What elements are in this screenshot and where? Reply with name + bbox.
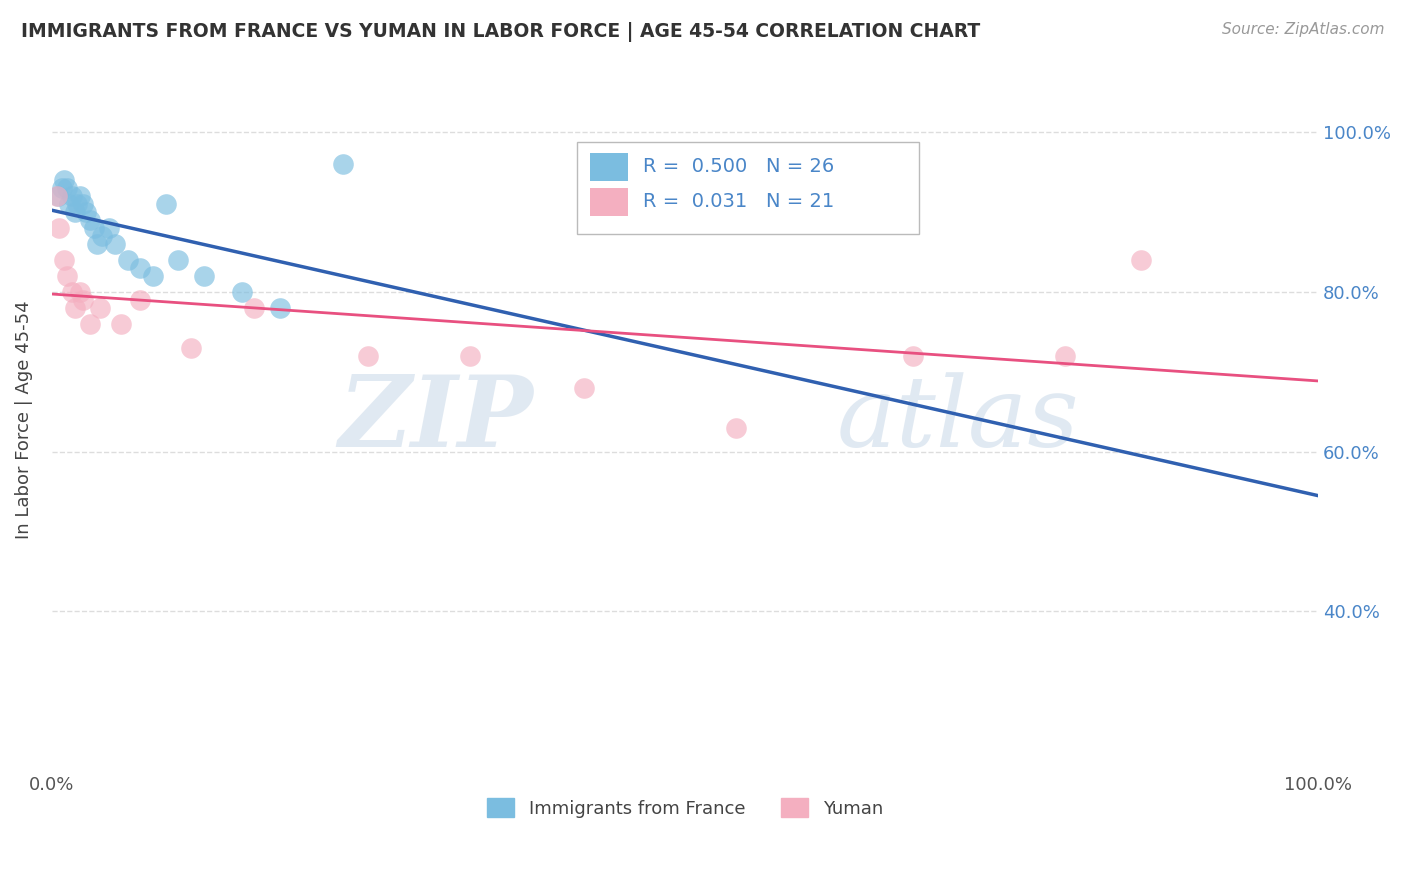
Point	[458, 349, 481, 363]
Point	[104, 237, 127, 252]
Point	[142, 268, 165, 283]
Point	[901, 349, 924, 363]
Point	[60, 285, 83, 299]
Point	[1129, 253, 1152, 268]
Point	[48, 221, 70, 235]
Point	[72, 293, 94, 307]
Point	[56, 268, 79, 283]
Point	[332, 157, 354, 171]
Point	[91, 229, 114, 244]
Point	[357, 349, 380, 363]
Point	[46, 189, 69, 203]
Point	[58, 197, 80, 211]
Point	[89, 301, 111, 315]
Point	[51, 181, 73, 195]
Point	[83, 221, 105, 235]
Point	[193, 268, 215, 283]
Point	[63, 205, 86, 219]
Point	[1053, 349, 1076, 363]
FancyBboxPatch shape	[591, 188, 628, 216]
Text: ZIP: ZIP	[337, 371, 533, 468]
Point	[243, 301, 266, 315]
Text: Source: ZipAtlas.com: Source: ZipAtlas.com	[1222, 22, 1385, 37]
Point	[86, 237, 108, 252]
Point	[129, 293, 152, 307]
Point	[53, 253, 76, 268]
Point	[155, 197, 177, 211]
Point	[56, 181, 79, 195]
FancyBboxPatch shape	[591, 153, 628, 181]
Point	[75, 205, 97, 219]
Point	[66, 197, 89, 211]
Legend: Immigrants from France, Yuman: Immigrants from France, Yuman	[479, 791, 890, 825]
Point	[269, 301, 291, 315]
Point	[53, 173, 76, 187]
Point	[724, 420, 747, 434]
Text: R =  0.031   N = 21: R = 0.031 N = 21	[643, 193, 834, 211]
Point	[45, 189, 67, 203]
Point	[231, 285, 253, 299]
Point	[79, 213, 101, 227]
Point	[167, 253, 190, 268]
Point	[69, 285, 91, 299]
Point	[110, 317, 132, 331]
Point	[117, 253, 139, 268]
Point	[180, 341, 202, 355]
Point	[69, 189, 91, 203]
Point	[60, 189, 83, 203]
Y-axis label: In Labor Force | Age 45-54: In Labor Force | Age 45-54	[15, 301, 32, 539]
Point	[79, 317, 101, 331]
Point	[97, 221, 120, 235]
Point	[129, 260, 152, 275]
Text: IMMIGRANTS FROM FRANCE VS YUMAN IN LABOR FORCE | AGE 45-54 CORRELATION CHART: IMMIGRANTS FROM FRANCE VS YUMAN IN LABOR…	[21, 22, 980, 42]
Point	[63, 301, 86, 315]
Point	[572, 381, 595, 395]
Text: R =  0.500   N = 26: R = 0.500 N = 26	[643, 157, 834, 177]
FancyBboxPatch shape	[578, 142, 920, 234]
Text: atlas: atlas	[837, 372, 1080, 467]
Point	[72, 197, 94, 211]
